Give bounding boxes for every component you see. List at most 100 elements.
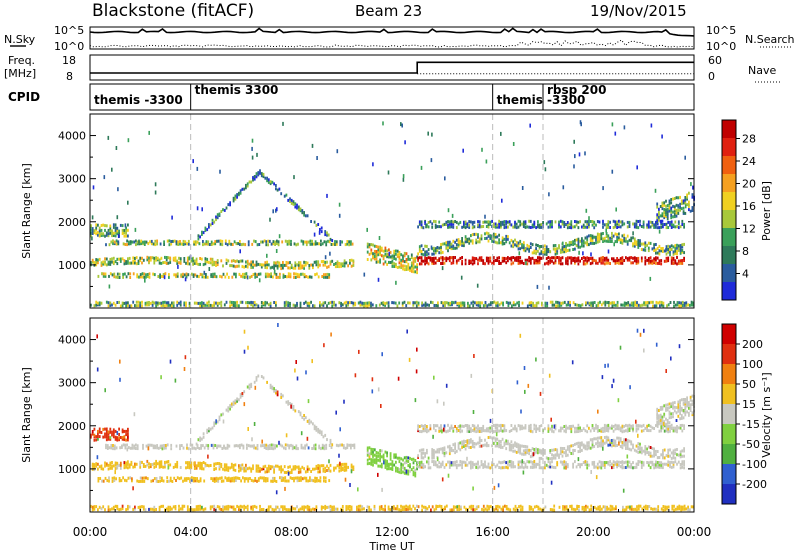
heatmap-cell xyxy=(226,243,229,247)
heatmap-cell xyxy=(373,251,376,255)
heatmap-cell xyxy=(186,462,189,466)
heatmap-cell xyxy=(119,257,122,261)
heatmap-cell xyxy=(660,465,663,469)
heatmap-cell xyxy=(292,202,295,206)
heatmap-cell xyxy=(611,240,613,243)
heatmap-cell xyxy=(529,246,532,249)
heatmap-cell xyxy=(134,258,136,262)
heatmap-cell xyxy=(377,277,380,282)
heatmap-cell xyxy=(336,507,339,511)
heatmap-cell xyxy=(208,260,210,264)
heatmap-cell xyxy=(156,242,158,246)
heatmap-cell xyxy=(239,259,242,263)
heatmap-cell xyxy=(282,468,284,472)
heatmap-cell xyxy=(104,508,106,512)
heatmap-cell xyxy=(538,245,541,248)
heatmap-cell xyxy=(600,232,603,236)
heatmap-cell xyxy=(676,303,679,307)
heatmap-cell xyxy=(668,416,671,420)
heatmap-cell xyxy=(418,425,421,428)
heatmap-cell xyxy=(565,257,567,261)
heatmap-cell xyxy=(528,219,530,223)
heatmap-cell xyxy=(577,240,580,244)
heatmap-cell xyxy=(603,256,606,260)
heatmap-cell xyxy=(334,243,336,246)
heatmap-cell xyxy=(488,303,490,307)
heatmap-cell xyxy=(209,261,212,265)
heatmap-cell xyxy=(418,262,421,266)
heatmap-cell xyxy=(178,256,180,260)
heatmap-cell xyxy=(105,443,107,447)
heatmap-cell xyxy=(234,401,237,405)
heatmap-cell xyxy=(644,452,647,456)
heatmap-cell xyxy=(632,222,634,226)
heatmap-cell xyxy=(324,507,327,511)
heatmap-cell xyxy=(681,423,684,427)
heatmap-cell xyxy=(537,244,539,247)
heatmap-cell xyxy=(238,398,240,402)
heatmap-cell xyxy=(619,240,622,244)
heatmap-cell xyxy=(666,209,669,213)
heatmap-cell xyxy=(665,256,668,260)
heatmap-cell xyxy=(566,223,569,227)
heatmap-cell xyxy=(158,465,161,469)
heatmap-cell xyxy=(418,245,421,249)
heatmap-cell xyxy=(434,256,437,260)
heatmap-cell xyxy=(500,261,502,265)
heatmap-cell xyxy=(368,457,371,461)
heatmap-cell xyxy=(420,220,423,224)
heatmap-cell xyxy=(517,443,520,447)
heatmap-cell xyxy=(551,448,553,452)
heatmap-cell xyxy=(160,465,163,469)
heatmap-cell xyxy=(179,257,182,261)
heatmap-cell xyxy=(116,232,119,236)
heatmap-cell xyxy=(436,448,439,452)
heatmap-cell xyxy=(682,206,685,210)
heatmap-cell xyxy=(180,242,183,246)
heatmap-cell xyxy=(260,263,263,267)
heatmap-cell xyxy=(259,476,262,480)
heatmap-cell xyxy=(152,444,155,448)
heatmap-cell xyxy=(297,208,300,212)
heatmap-cell xyxy=(464,240,467,244)
heatmap-cell xyxy=(492,462,495,466)
heatmap-cell xyxy=(313,446,315,450)
heatmap-cell xyxy=(448,449,451,453)
heatmap-cell xyxy=(477,233,479,237)
heatmap-cell xyxy=(547,457,550,461)
heatmap-cell xyxy=(461,259,463,263)
heatmap-cell xyxy=(127,257,129,261)
heatmap-cell xyxy=(581,225,583,229)
heatmap-cell xyxy=(409,469,411,473)
heatmap-cell xyxy=(403,507,406,511)
heatmap-cell xyxy=(280,505,283,509)
heatmap-cell xyxy=(487,225,490,229)
heatmap-cell xyxy=(674,456,677,460)
heatmap-cell xyxy=(472,300,475,304)
heatmap-cell xyxy=(420,451,423,455)
heatmap-cell xyxy=(249,444,252,448)
heatmap-cell xyxy=(402,466,404,470)
heatmap-cell xyxy=(670,412,673,416)
heatmap-cell xyxy=(653,257,655,261)
heatmap-cell xyxy=(616,463,618,466)
colorbar-swatch xyxy=(722,264,736,283)
heatmap-cell xyxy=(496,241,499,245)
heatmap-cell xyxy=(246,184,249,188)
heatmap-cell xyxy=(235,476,237,480)
heatmap-cell xyxy=(448,256,451,260)
heatmap-cell xyxy=(129,242,132,246)
heatmap-cell xyxy=(177,240,180,244)
heatmap-cell xyxy=(655,243,657,246)
heatmap-cell xyxy=(129,276,132,279)
heatmap-cell xyxy=(618,436,620,440)
heatmap-cell xyxy=(400,253,403,257)
heatmap-cell xyxy=(290,263,293,267)
heatmap-cell xyxy=(556,448,559,452)
heatmap-cell xyxy=(135,262,138,266)
heatmap-cell xyxy=(119,436,122,439)
station-title: Blackstone (fitACF) xyxy=(92,1,254,21)
heatmap-cell xyxy=(121,428,124,432)
heatmap-cell xyxy=(213,421,216,425)
